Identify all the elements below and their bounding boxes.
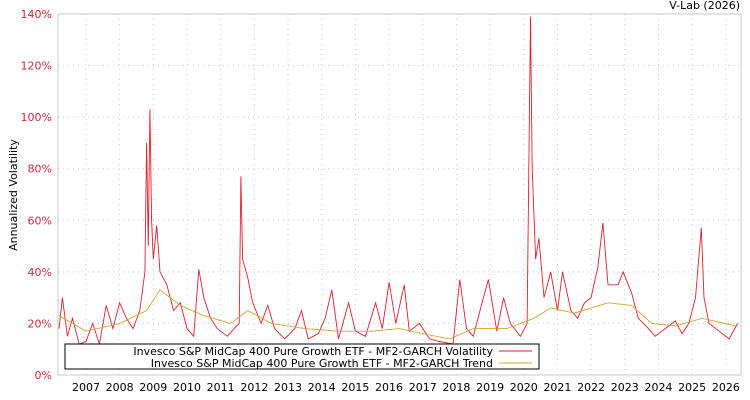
y-tick-label: 0%: [35, 369, 52, 382]
y-tick-label: 20%: [28, 317, 52, 330]
grid: [58, 14, 741, 375]
y-tick-label: 100%: [21, 111, 52, 124]
x-tick-label: 2013: [274, 381, 302, 394]
legend-label-trend: Invesco S&P MidCap 400 Pure Growth ETF -…: [151, 357, 493, 370]
x-tick-label: 2021: [543, 381, 571, 394]
plot-frame: [57, 13, 742, 376]
x-tick-label: 2009: [139, 381, 167, 394]
x-tick-label: 2015: [341, 381, 369, 394]
y-tick-label: 80%: [28, 163, 52, 176]
x-tick-label: 2019: [476, 381, 504, 394]
x-tick-label: 2010: [173, 381, 201, 394]
x-tick-label: 2025: [678, 381, 706, 394]
x-tick-label: 2011: [207, 381, 235, 394]
x-tick-label: 2020: [510, 381, 538, 394]
x-tick-label: 2024: [644, 381, 672, 394]
y-tick-label: 120%: [21, 60, 52, 73]
legend-box: [64, 343, 540, 370]
x-tick-label: 2008: [106, 381, 134, 394]
x-tick-label: 2012: [240, 381, 268, 394]
trend-series-line: [58, 289, 737, 340]
x-tick-label: 2017: [409, 381, 437, 394]
y-tick-label: 60%: [28, 214, 52, 227]
chart-title: V-Lab (2026): [669, 0, 740, 12]
y-axis-label: Annualized Volatility: [7, 139, 20, 251]
x-tick-label: 2022: [577, 381, 605, 394]
x-tick-label: 2018: [442, 381, 470, 394]
x-tick-label: 2007: [72, 381, 100, 394]
legend: Invesco S&P MidCap 400 Pure Growth ETF -…: [64, 343, 540, 370]
x-tick-label: 2026: [712, 381, 740, 394]
x-tick-label: 2023: [611, 381, 639, 394]
x-tick-label: 2014: [308, 381, 336, 394]
y-tick-label: 40%: [28, 266, 52, 279]
x-tick-label: 2016: [375, 381, 403, 394]
volatility-series-line: [58, 16, 738, 345]
y-tick-label: 140%: [21, 8, 52, 21]
legend-label-volatility: Invesco S&P MidCap 400 Pure Growth ETF -…: [133, 345, 493, 358]
